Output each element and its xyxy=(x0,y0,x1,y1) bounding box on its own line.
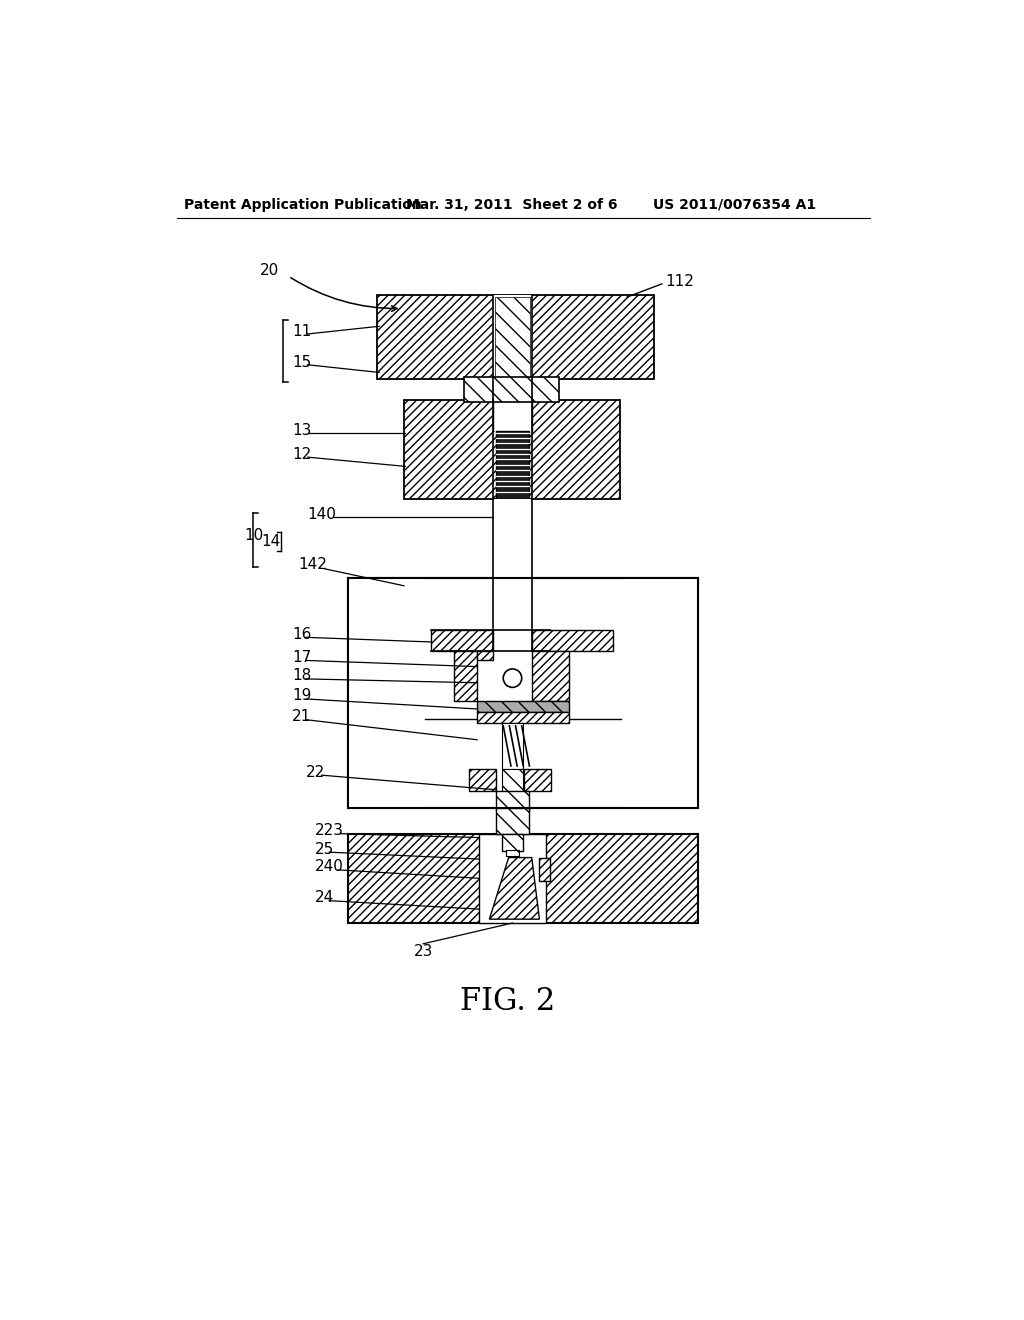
Text: 22: 22 xyxy=(306,764,326,780)
Bar xyxy=(348,578,698,808)
Text: US 2011/0076354 A1: US 2011/0076354 A1 xyxy=(652,198,816,211)
Bar xyxy=(502,834,523,851)
Text: 12: 12 xyxy=(292,447,311,462)
Bar xyxy=(540,858,550,880)
Bar xyxy=(502,723,523,770)
Bar xyxy=(497,808,528,834)
Bar xyxy=(377,296,654,379)
Text: 11: 11 xyxy=(292,325,311,339)
Bar xyxy=(524,770,551,791)
Bar xyxy=(494,296,531,379)
Text: 140: 140 xyxy=(307,507,337,521)
Text: 25: 25 xyxy=(315,842,335,857)
Circle shape xyxy=(503,669,521,688)
Bar xyxy=(348,578,425,808)
Text: 17: 17 xyxy=(292,649,311,665)
Text: 223: 223 xyxy=(315,824,344,838)
Text: Mar. 31, 2011  Sheet 2 of 6: Mar. 31, 2011 Sheet 2 of 6 xyxy=(407,198,617,211)
Bar xyxy=(497,791,528,812)
Text: FIG. 2: FIG. 2 xyxy=(460,986,555,1016)
Text: 142: 142 xyxy=(298,557,328,572)
Text: 21: 21 xyxy=(292,709,311,725)
Bar xyxy=(348,578,698,808)
Bar xyxy=(494,499,531,578)
Bar xyxy=(494,578,531,628)
Bar xyxy=(477,651,494,660)
Text: 13: 13 xyxy=(292,422,311,438)
Polygon shape xyxy=(489,858,540,919)
Bar xyxy=(506,850,519,857)
Bar xyxy=(495,297,530,379)
Bar xyxy=(464,378,559,401)
Bar xyxy=(431,630,494,651)
Bar xyxy=(502,770,523,791)
Text: 112: 112 xyxy=(665,275,694,289)
Text: 15: 15 xyxy=(292,355,311,370)
Bar xyxy=(496,430,529,499)
Bar xyxy=(531,630,612,651)
Text: 16: 16 xyxy=(292,627,311,642)
Text: 20: 20 xyxy=(260,263,280,279)
Bar xyxy=(403,400,620,499)
Text: 19: 19 xyxy=(292,688,311,704)
Text: 240: 240 xyxy=(315,859,344,874)
Text: Patent Application Publication: Patent Application Publication xyxy=(184,198,422,211)
Text: 18: 18 xyxy=(292,668,311,684)
Text: 24: 24 xyxy=(315,890,335,906)
Bar xyxy=(469,770,497,791)
Bar xyxy=(479,834,546,923)
Bar xyxy=(494,400,531,430)
Bar xyxy=(621,578,698,808)
Text: 23: 23 xyxy=(414,944,433,960)
Bar xyxy=(477,711,569,723)
Bar xyxy=(348,834,698,923)
Bar xyxy=(531,651,569,701)
Text: 14: 14 xyxy=(261,533,281,549)
Bar xyxy=(477,701,569,711)
Text: 10: 10 xyxy=(245,528,264,544)
Bar xyxy=(454,651,477,701)
